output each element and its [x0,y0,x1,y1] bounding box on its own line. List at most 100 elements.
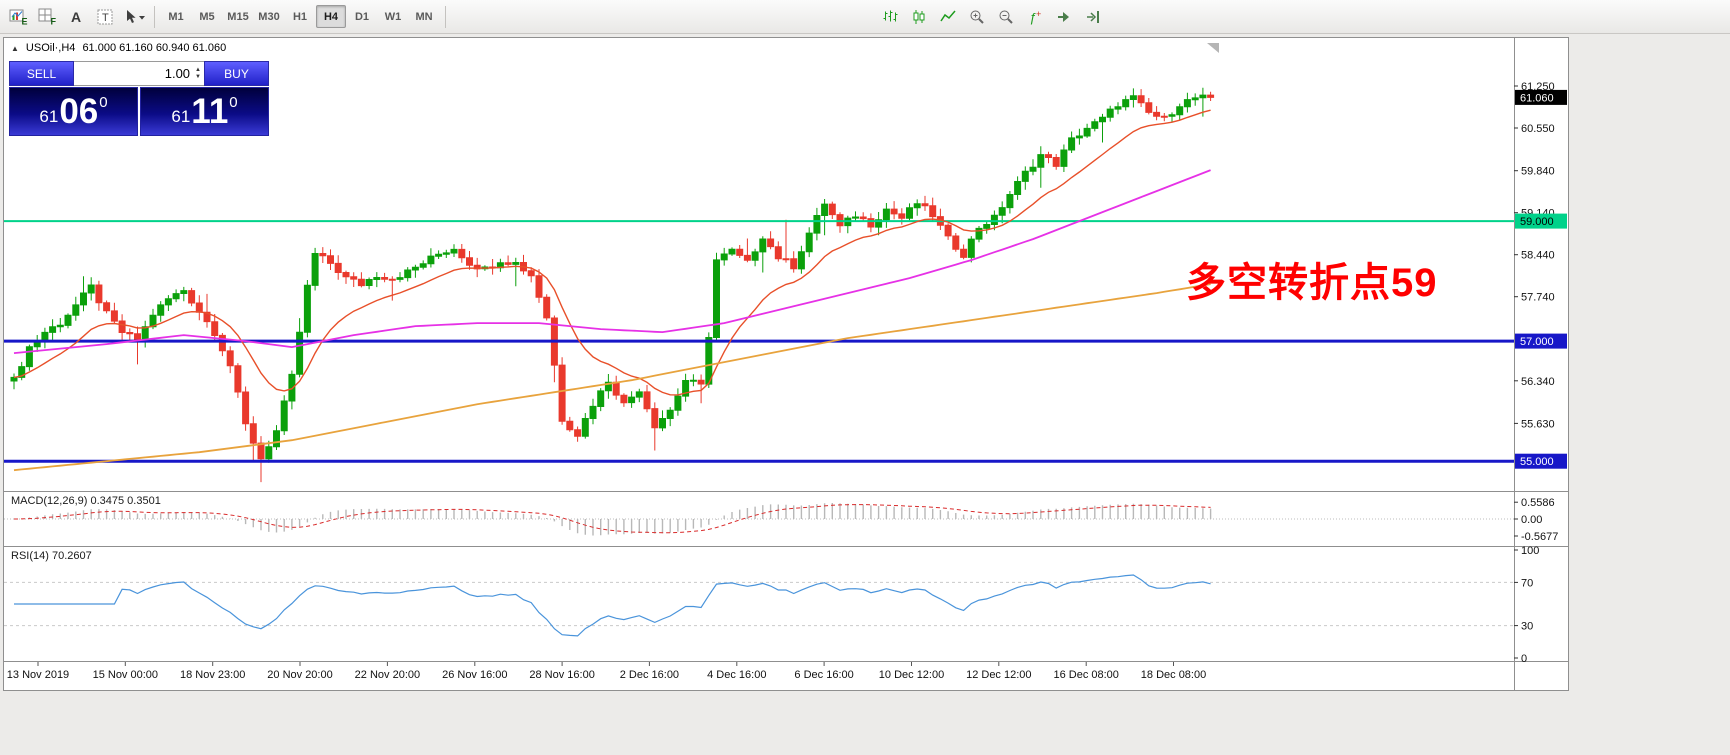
candlesticks[interactable] [10,87,1215,483]
profiles-icon[interactable]: F [33,4,61,29]
timeframe-m30[interactable]: M30 [254,5,284,28]
svg-text:4 Dec 16:00: 4 Dec 16:00 [707,669,766,681]
timeframe-mn[interactable]: MN [409,5,439,28]
chart-title: ▲ USOil·,H4 61.000 61.160 60.940 61.060 [11,42,226,54]
volume-value[interactable]: 1.00 [164,66,191,81]
chart-annotation-text[interactable]: 多空转折点59 [1186,261,1438,305]
sell-price-small: 61 [39,106,59,126]
horizontal-lines[interactable] [4,220,1514,463]
sell-price-display[interactable]: 61 06 0 [9,87,138,136]
chart-window: 61.25060.55059.84059.14058.44057.74056.3… [3,37,1569,691]
svg-text:18 Dec 08:00: 18 Dec 08:00 [1141,669,1206,681]
macd-pane: 0.5586 0.00 -0.5677 [4,497,1558,543]
svg-text:16 Dec 08:00: 16 Dec 08:00 [1053,669,1118,681]
svg-text:E: E [21,17,27,26]
chart-shift-icon[interactable] [1079,4,1107,29]
svg-text:55.000: 55.000 [1520,456,1554,468]
svg-text:15 Nov 00:00: 15 Nov 00:00 [93,669,158,681]
timeframe-h4[interactable]: H4 [316,5,346,28]
moving-averages [13,109,1211,472]
text-tool-icon[interactable]: T [91,4,119,29]
pane-collapse-icon[interactable]: ▲ [11,43,19,53]
svg-text:T: T [102,12,109,24]
svg-text:61.060: 61.060 [1520,92,1554,104]
timeframe-d1[interactable]: D1 [347,5,377,28]
time-axis[interactable]: 13 Nov 2019 15 Nov 00:00 18 Nov 23:00 20 No… [7,662,1206,681]
svg-text:2 Dec 16:00: 2 Dec 16:00 [620,669,679,681]
svg-text:12 Dec 12:00: 12 Dec 12:00 [966,669,1031,681]
svg-text:20 Nov 20:00: 20 Nov 20:00 [267,669,332,681]
buy-price-big: 11 [191,92,229,131]
line-chart-icon[interactable] [934,4,962,29]
macd-indicator-label: MACD(12,26,9) 0.3475 0.3501 [11,495,161,507]
buy-price-display[interactable]: 61 11 0 [140,87,269,136]
svg-text:-0.5677: -0.5677 [1521,531,1558,543]
one-click-trading-panel: SELL 1.00 ▲ ▼ BUY 61 06 0 61 11 0 [9,61,269,136]
svg-text:+: + [1036,9,1041,19]
volume-input[interactable]: 1.00 ▲ ▼ [74,61,204,86]
svg-text:58.440: 58.440 [1521,250,1555,262]
bar-chart-icon[interactable] [876,4,904,29]
pane-separators [4,38,1568,690]
sell-price-big: 06 [59,92,99,131]
svg-text:28 Nov 16:00: 28 Nov 16:00 [529,669,594,681]
trade-row-prices: 61 06 0 61 11 0 [9,87,269,136]
zoom-in-icon[interactable] [963,4,991,29]
rsi-indicator-label: RSI(14) 70.2607 [11,550,92,562]
chart-canvas[interactable]: 61.25060.55059.84059.14058.44057.74056.3… [4,38,1568,690]
scroll-to-end-marker[interactable] [1207,43,1219,53]
timeframe-m15[interactable]: M15 [223,5,253,28]
svg-text:55.630: 55.630 [1521,418,1555,430]
expert-advisors-icon[interactable]: E [4,4,32,29]
timeframe-buttons: M1 M5 M15 M30 H1 H4 D1 W1 MN [161,5,439,28]
trade-row-buttons: SELL 1.00 ▲ ▼ BUY [9,61,269,86]
sell-price-pip: 0 [99,94,108,111]
svg-text:59.840: 59.840 [1521,166,1555,178]
spinner-up-icon[interactable]: ▲ [195,66,201,73]
toolbar-chart-icons: ƒ + [876,4,1107,29]
text-label-icon[interactable]: A [62,4,90,29]
svg-text:57.740: 57.740 [1521,292,1555,304]
svg-text:0.00: 0.00 [1521,514,1542,526]
volume-spinner[interactable]: ▲ ▼ [195,67,201,80]
indicators-icon[interactable]: ƒ + [1021,4,1049,29]
zoom-out-icon[interactable] [992,4,1020,29]
timeframe-m5[interactable]: M5 [192,5,222,28]
svg-text:ƒ: ƒ [1029,10,1036,25]
chart-ohlc: 61.000 61.160 60.940 61.060 [82,42,227,54]
buy-price-pip: 0 [229,94,238,111]
svg-text:60.550: 60.550 [1521,123,1555,135]
rsi-pane: 100 70 30 0 [4,545,1539,665]
timeframe-m1[interactable]: M1 [161,5,191,28]
price-scale[interactable]: 61.25060.55059.84059.14058.44057.74056.3… [1514,81,1567,469]
svg-text:59.000: 59.000 [1520,216,1554,228]
timeframe-w1[interactable]: W1 [378,5,408,28]
buy-button[interactable]: BUY [204,61,269,86]
chart-background [4,38,1568,690]
svg-text:0.5586: 0.5586 [1521,497,1555,509]
svg-text:100: 100 [1521,545,1539,557]
svg-text:57.000: 57.000 [1520,336,1554,348]
sell-button[interactable]: SELL [9,61,74,86]
svg-text:6 Dec 16:00: 6 Dec 16:00 [794,669,853,681]
svg-text:22 Nov 20:00: 22 Nov 20:00 [355,669,420,681]
toolbar: E F A T M1 M5 M15 M30 H1 H4 D1 W1 MN ƒ + [0,0,1730,34]
svg-text:26 Nov 16:00: 26 Nov 16:00 [442,669,507,681]
buy-price-small: 61 [171,106,191,126]
svg-text:30: 30 [1521,621,1533,633]
svg-text:70: 70 [1521,577,1533,589]
spinner-down-icon[interactable]: ▼ [195,73,201,80]
svg-text:13 Nov 2019: 13 Nov 2019 [7,669,69,681]
toolbar-separator [154,5,155,28]
svg-text:18 Nov 23:00: 18 Nov 23:00 [180,669,245,681]
auto-scroll-icon[interactable] [1050,4,1078,29]
toolbar-separator [445,5,446,28]
svg-text:A: A [71,9,81,25]
chart-symbol: USOil·,H4 [25,42,76,54]
svg-text:56.340: 56.340 [1521,376,1555,388]
cursor-tool-icon[interactable] [120,4,148,29]
timeframe-h1[interactable]: H1 [285,5,315,28]
svg-text:10 Dec 12:00: 10 Dec 12:00 [879,669,944,681]
candlestick-chart-icon[interactable] [905,4,933,29]
